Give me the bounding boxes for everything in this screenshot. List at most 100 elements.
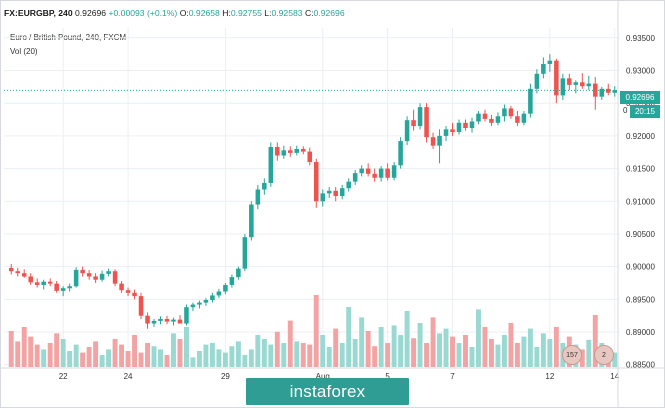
events-badge-secondary-count: 2 [602,351,606,359]
volume-bar [8,331,14,367]
volume-bar [339,343,345,367]
candle-body [268,147,274,183]
volume-bar [281,343,287,367]
candle-body [34,282,40,285]
volume-bar [216,349,222,367]
candle-body [528,88,533,114]
candle-body [164,318,170,322]
candle-body [404,120,410,142]
volume-bar [235,341,241,367]
volume-bar [300,343,306,367]
candle-body [67,286,72,289]
volume-bar [171,333,176,367]
candle-body [352,173,358,182]
volume-bar [158,349,163,367]
candle-body [275,147,280,156]
candle-body [93,276,98,280]
candle-body [411,120,416,127]
volume-bar [352,339,358,367]
volume-bar [346,307,352,367]
symbol-header: FX:EURGBP, 240 0.92696 +0.00093 (+0.1%) … [4,8,345,18]
candle-body [80,269,85,274]
candle-body [145,315,150,324]
volume-bar [378,327,384,367]
volume-bar [365,331,371,367]
candle-body [378,168,384,178]
candle-body [216,291,222,296]
candle-body [398,141,403,166]
candle-body [424,107,429,138]
volume-bar [106,349,112,367]
volume-bar [196,351,202,367]
x-tick-label: 5 [385,372,390,381]
candle-body [112,271,118,284]
volume-bar [398,335,404,367]
volume-bar [151,346,157,367]
volume-bar [54,333,60,367]
events-badge[interactable]: 157 [562,345,582,365]
volume-bar [73,344,79,367]
volume-bar [99,355,105,367]
volume-bar [47,343,53,367]
x-tick-label: Aug [316,372,330,381]
y-tick-label: 0.91500 [626,165,655,174]
candle-body [210,295,215,300]
candle-body [203,300,209,303]
candle-body [151,320,157,324]
volume-bar [261,339,267,367]
volume-bar [612,352,618,367]
x-tick-label: 22 [59,372,68,381]
volume-bar [93,341,99,367]
candle-body [534,73,540,89]
volume-bar [294,341,300,367]
candle-body [502,108,507,117]
candle-body [547,60,553,64]
volume-bar [450,336,455,367]
y-tick-label: 0.90500 [626,230,655,239]
volume-bar [437,333,443,367]
candle-body [612,90,618,93]
volume-bar [579,349,585,367]
candle-body [599,88,605,97]
volume-bar [21,327,27,367]
candle-body [119,283,124,291]
candle-body [333,190,338,197]
candle-body [580,82,585,87]
candle-body [8,267,14,272]
candle-body [313,162,319,202]
volume-bar [313,295,319,367]
y-tick-label: 0.88500 [626,361,655,370]
candle-body [515,116,520,123]
candle-body [391,165,397,178]
candle-body [106,271,111,274]
candle-body [132,292,137,297]
price-axis-fragment: 0 [623,106,628,115]
candle-body [385,168,390,178]
y-tick-label: 0.89000 [626,328,655,337]
candle-body [521,113,527,123]
candle-body [47,281,53,284]
volume-bar [411,338,417,367]
volume-bar [268,344,274,367]
high-value: 0.92755 [230,8,262,18]
volume-bar [41,349,47,367]
candle-body [443,129,449,136]
candle-body [560,78,566,96]
candle-body [138,296,144,316]
y-tick-label: 0.91000 [626,197,655,206]
volume-bar [592,315,598,367]
candle-body [482,113,488,119]
events-badge-secondary[interactable]: 2 [594,345,614,365]
current-price-tag: 0.92696 [620,91,660,104]
candle-body [469,121,475,129]
candle-body [495,116,501,123]
high-label: H: [222,8,231,18]
volume-bar [417,323,423,367]
candle-body [125,290,131,293]
candle-body [573,82,579,85]
volume-bar [385,343,391,367]
candle-body [437,135,442,146]
volume-bar [553,327,559,367]
volume-bar [482,327,488,367]
